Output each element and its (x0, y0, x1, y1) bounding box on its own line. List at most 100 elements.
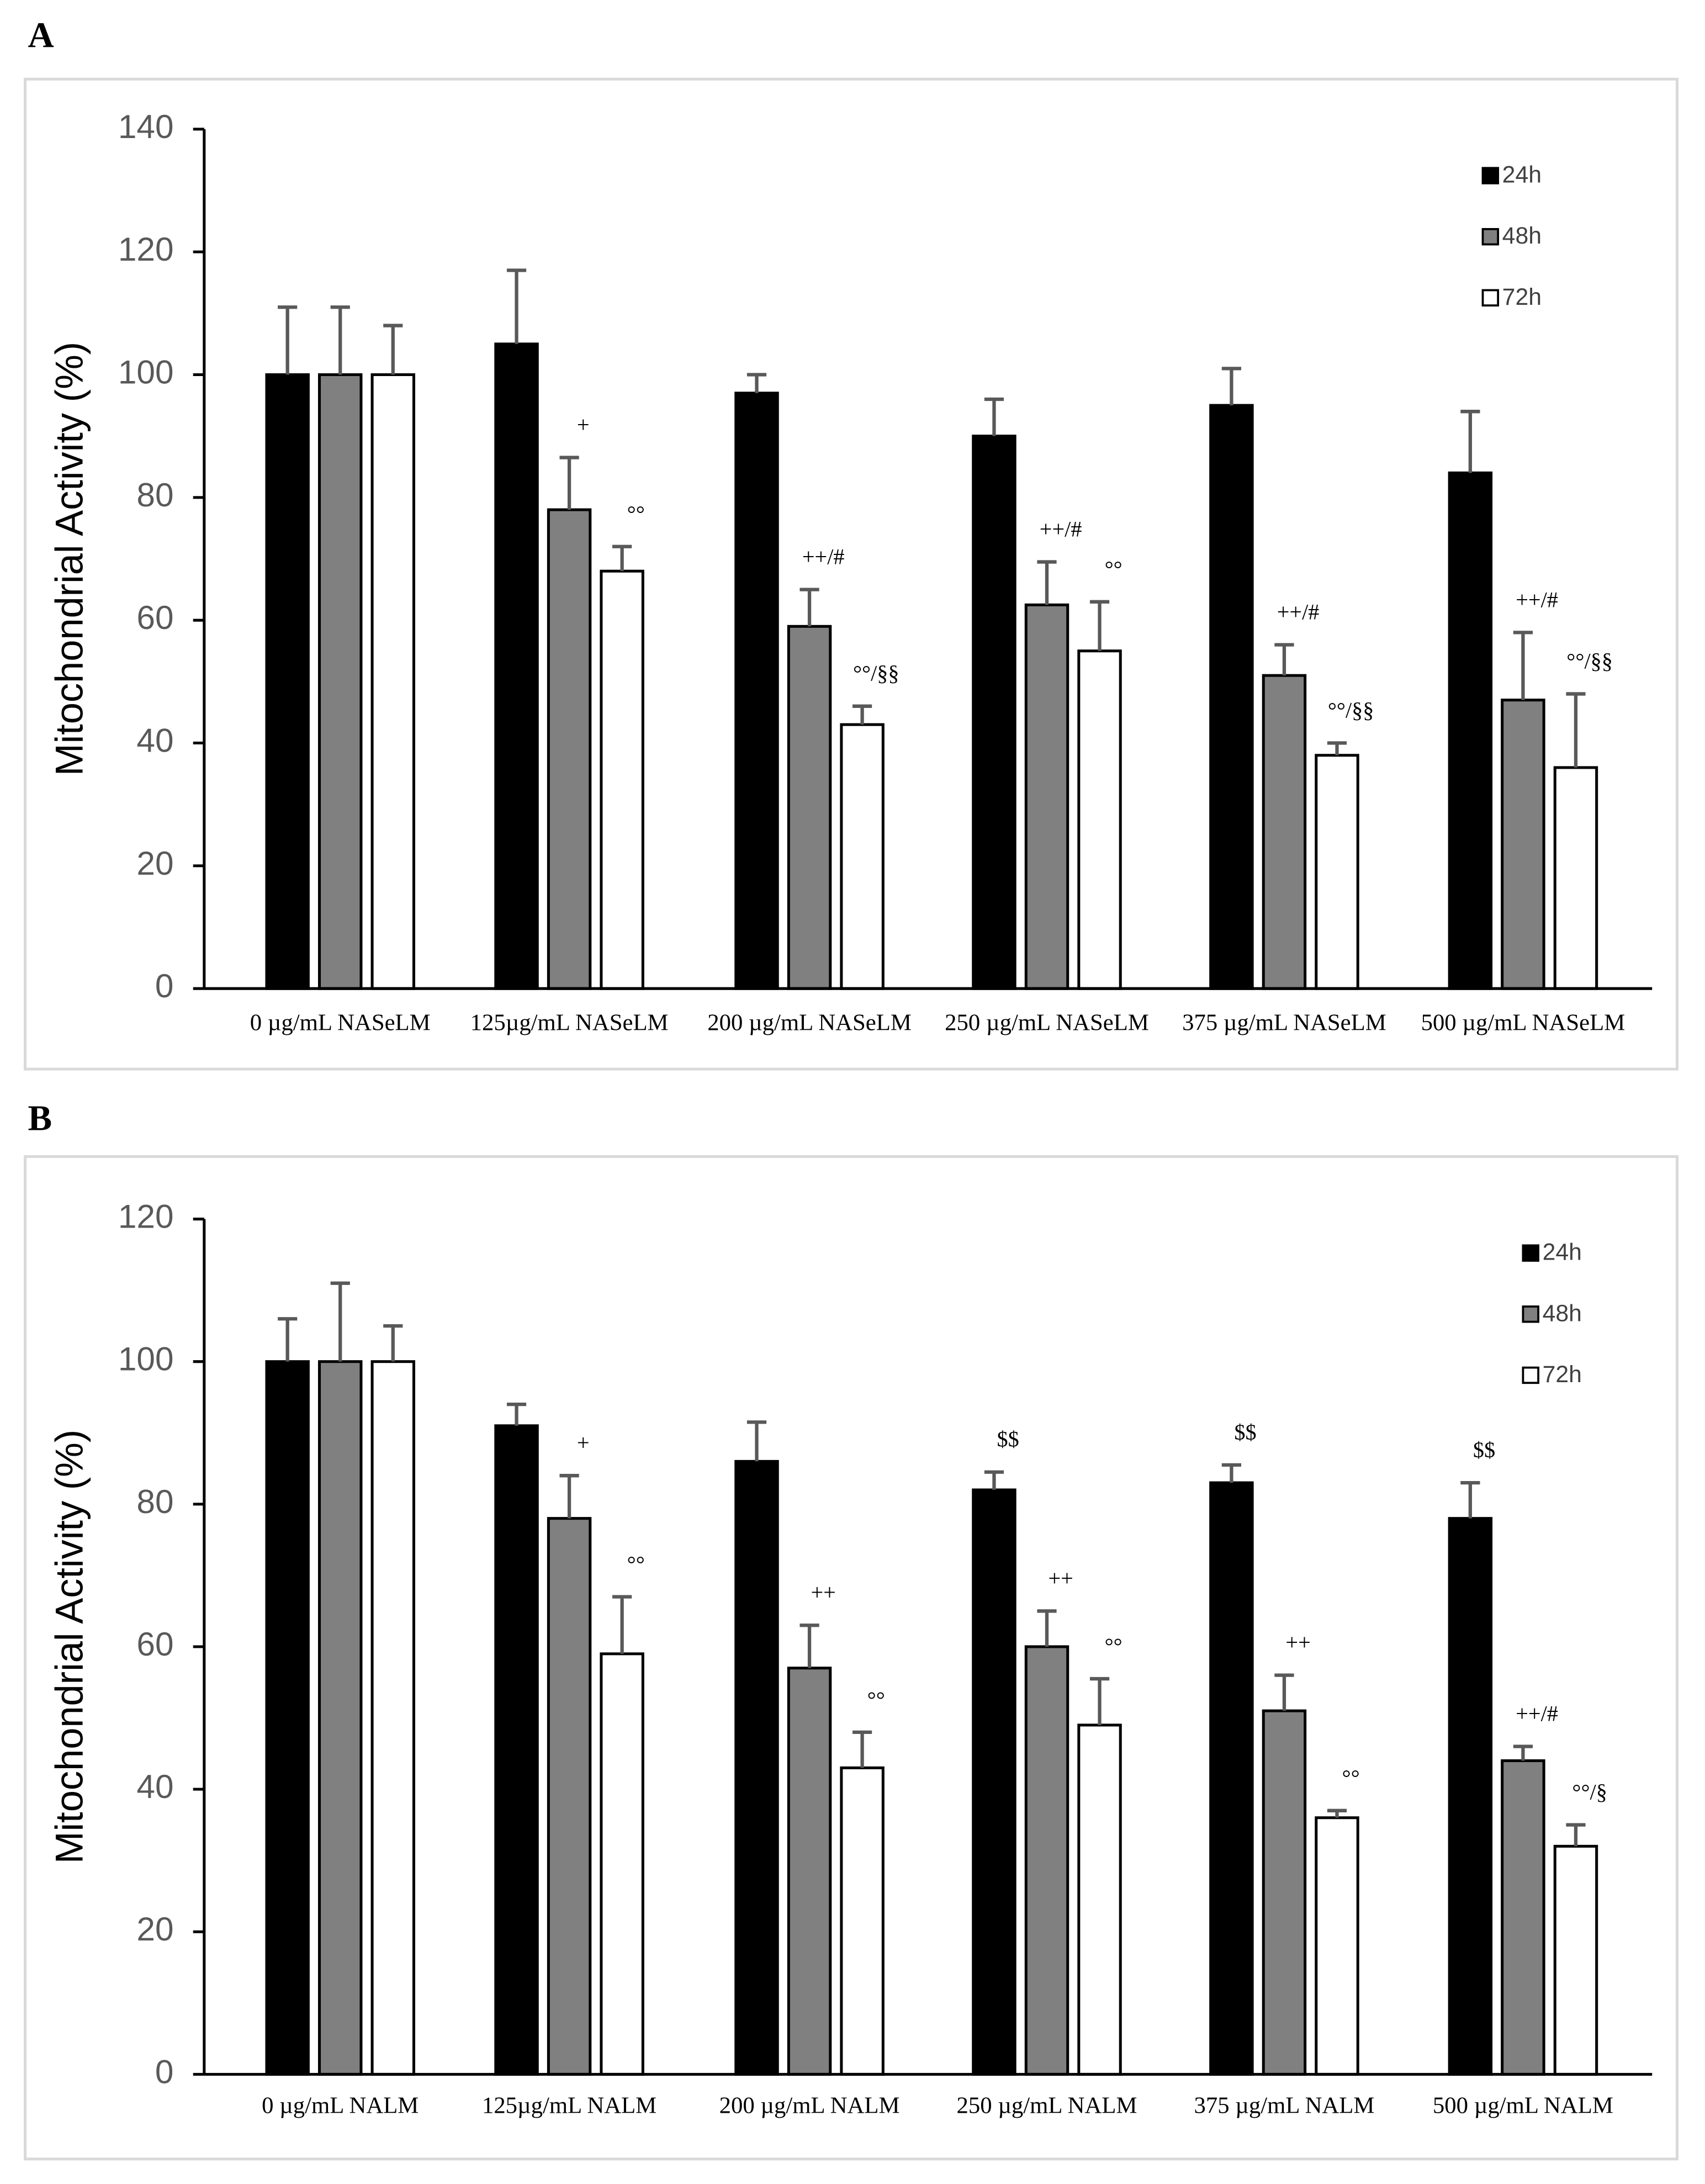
y-tick-label: 80 (136, 476, 173, 514)
error-bar (1566, 692, 1586, 768)
bar (547, 1517, 592, 2076)
significance-label: ++/# (1040, 516, 1082, 541)
significance-label: ++/# (1516, 1701, 1558, 1726)
legend-swatch (1522, 1305, 1539, 1323)
error-bar (852, 704, 872, 725)
x-tick-label: 250 µg/mL NALM (957, 2093, 1137, 2119)
error-bar (1221, 367, 1242, 406)
error-bar (383, 324, 403, 375)
legend-swatch (1522, 1366, 1539, 1384)
significance-label: °° (1342, 1765, 1360, 1790)
bar (1024, 603, 1069, 990)
x-tick-label: 250 µg/mL NASeLM (945, 1009, 1149, 1035)
legend-swatch (1481, 289, 1500, 307)
error-bar (1460, 410, 1480, 473)
bar (1315, 754, 1359, 990)
error-bar (278, 1317, 298, 1362)
error-bar (1089, 1677, 1110, 1725)
error-bar (984, 1470, 1004, 1490)
legend-label: 24h (1543, 1239, 1582, 1266)
bar (1077, 1723, 1122, 2076)
y-tick-label: 100 (118, 1340, 174, 1378)
bar (265, 1360, 310, 2076)
significance-label: ++/# (1277, 600, 1320, 625)
bar (787, 1667, 832, 2076)
y-tick-label: 80 (136, 1483, 173, 1520)
bar (494, 342, 539, 990)
bar (1448, 471, 1493, 990)
bar (787, 625, 832, 990)
legend-swatch (1481, 228, 1500, 246)
significance-label: $$ (997, 1427, 1019, 1452)
error-bar (612, 1595, 632, 1654)
error-bar (1274, 1673, 1294, 1711)
x-tick-label: 200 µg/mL NASeLM (707, 1009, 912, 1035)
x-tick-label: 375 µg/mL NALM (1194, 2093, 1374, 2119)
error-bar (559, 1474, 579, 1519)
error-bar (1327, 741, 1347, 755)
error-bar (746, 1420, 767, 1462)
bar (600, 1652, 644, 2076)
significance-label: °° (627, 501, 645, 526)
x-tick-label: 500 µg/mL NALM (1433, 2093, 1613, 2119)
significance-label: °° (627, 1552, 645, 1577)
significance-label: ++/# (1516, 587, 1558, 612)
bar (972, 1488, 1016, 2076)
x-tick-label: 200 µg/mL NALM (719, 2093, 900, 2119)
bar (734, 1459, 779, 2076)
y-tick-label: 140 (118, 108, 174, 145)
significance-label: °°/§ (1572, 1780, 1607, 1805)
error-bar (746, 373, 767, 393)
x-tick-label: 0 µg/mL NASeLM (250, 1009, 431, 1035)
significance-label: + (577, 1430, 590, 1455)
error-bar (559, 456, 579, 510)
y-tick-label: 60 (136, 599, 173, 636)
significance-label: ++ (1048, 1566, 1073, 1590)
legend-swatch (1522, 1244, 1539, 1262)
x-tick-label: 500 µg/mL NASeLM (1421, 1009, 1625, 1035)
y-tick-label: 0 (155, 967, 174, 1004)
y-tick-label: 40 (136, 721, 173, 759)
significance-label: °°/§§ (1566, 648, 1613, 673)
bar (1448, 1517, 1493, 2076)
y-axis-title: Mitochondrial Activity (%) (47, 342, 91, 776)
bar (1077, 649, 1122, 990)
bar (547, 508, 592, 990)
bar (494, 1424, 539, 2076)
panel-frame (23, 77, 1679, 1071)
error-bar (506, 1402, 527, 1426)
error-bar (1221, 1463, 1242, 1483)
significance-label: $$ (1234, 1420, 1256, 1445)
bar (1262, 674, 1307, 990)
significance-label: + (577, 412, 590, 437)
bar (1501, 1759, 1545, 2076)
panel-label: B (28, 1099, 52, 1139)
bar (1209, 1481, 1254, 2076)
significance-label: °° (867, 1687, 885, 1712)
error-bar (1460, 1480, 1480, 1519)
legend-label: 72h (1543, 1361, 1582, 1388)
legend-label: 24h (1502, 162, 1542, 188)
error-bar (799, 1624, 819, 1668)
y-tick-label: 40 (136, 1768, 173, 1805)
error-bar (852, 1730, 872, 1768)
error-bar (1274, 643, 1294, 676)
significance-label: °° (1105, 557, 1122, 581)
bar (1501, 699, 1545, 990)
legend-label: 48h (1502, 223, 1542, 249)
error-bar (799, 588, 819, 627)
significance-label: °°/§§ (1328, 697, 1374, 722)
y-tick-label: 100 (118, 353, 174, 390)
error-bar (1513, 1744, 1533, 1761)
error-bar (1037, 1609, 1057, 1647)
error-bar (612, 544, 632, 572)
panel-label: A (28, 15, 54, 55)
y-tick-label: 120 (118, 1197, 174, 1235)
bar (600, 569, 644, 990)
significance-label: $$ (1473, 1437, 1495, 1462)
legend-swatch (1481, 167, 1500, 184)
error-bar (330, 305, 350, 375)
error-bar (330, 1281, 350, 1362)
bar (840, 1766, 885, 2076)
